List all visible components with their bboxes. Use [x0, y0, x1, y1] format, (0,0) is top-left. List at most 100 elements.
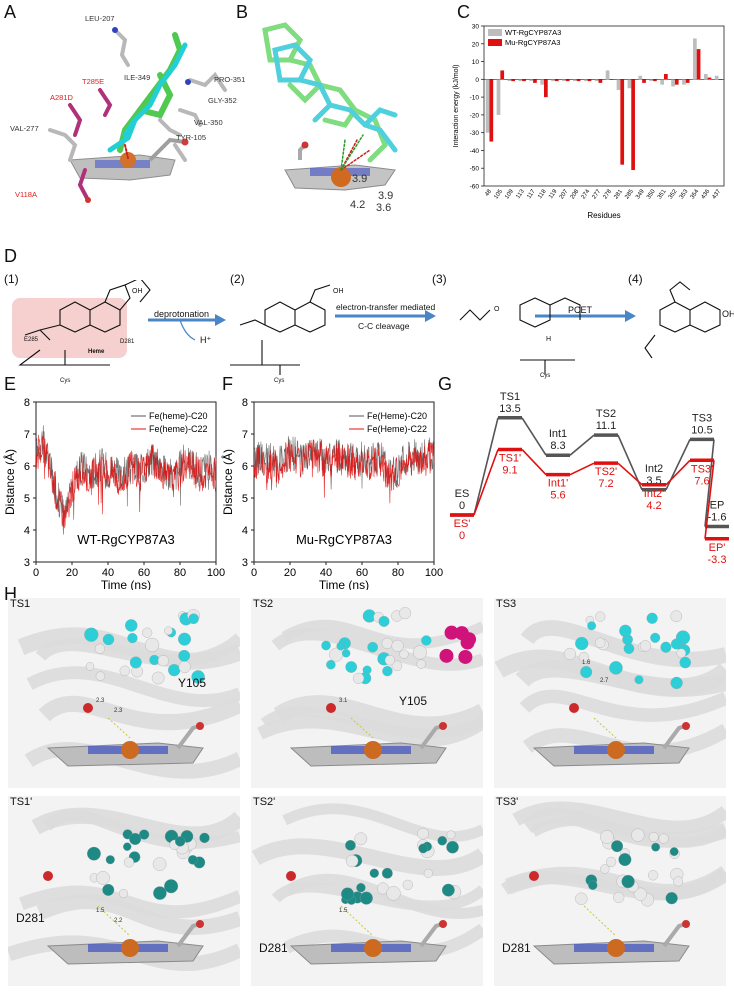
x-tick-label: 349	[635, 188, 646, 200]
panel-label-b: B	[236, 2, 249, 22]
substrate-atom	[399, 649, 409, 659]
x-tick-label: 80	[174, 567, 186, 579]
bar-mu	[544, 79, 548, 98]
substrate-atom	[144, 637, 160, 653]
ts-residue-label: Y105	[399, 694, 428, 708]
oxygen-atom	[529, 871, 539, 881]
ts-distance-label: 2.2	[114, 918, 123, 924]
panel-b-render	[262, 22, 398, 191]
bar-wt	[693, 38, 697, 80]
scheme-text-e285: E285	[24, 337, 39, 343]
y-tick-label: 8	[242, 397, 248, 409]
step-label-2: (2)	[230, 272, 245, 286]
residue-sticks	[48, 28, 227, 162]
ts-render	[251, 803, 483, 965]
bar-wt	[671, 79, 675, 87]
substrate-atom	[609, 661, 623, 675]
ts-render	[500, 801, 726, 965]
y-tick-label: 3	[24, 557, 30, 569]
substrate-atom	[600, 864, 610, 874]
state-name-label: TS3	[692, 412, 712, 424]
substrate-atom	[129, 832, 142, 845]
iron-atom	[121, 939, 139, 957]
substrate-atom	[660, 641, 672, 653]
substrate-atom	[359, 891, 373, 905]
substrate-atom	[87, 846, 101, 861]
bar-wt	[682, 79, 686, 85]
protein-ribbon	[273, 695, 483, 735]
bar-mu	[642, 79, 646, 83]
oxygen-atom	[43, 871, 53, 881]
state-name-label: ES	[455, 488, 470, 500]
x-tick-label: 437	[712, 188, 723, 200]
y-tick-label: 6	[24, 461, 30, 473]
substrate-atom	[670, 610, 683, 623]
substrate-atom	[437, 836, 447, 846]
legend-label: Fe(Heme)-C22	[367, 424, 427, 434]
heme-group	[69, 137, 189, 181]
substrate-atom	[178, 649, 191, 662]
state-connector-mu	[617, 462, 643, 486]
distance-dash	[97, 905, 131, 937]
substrate-atom	[157, 655, 169, 667]
panel-b-structure	[245, 10, 420, 210]
x-tick-label: 351	[657, 188, 668, 200]
protein-ribbon	[251, 838, 483, 877]
y-axis-label: Interaction energy (kJ/mol)	[453, 65, 460, 148]
substrate-atom	[336, 641, 346, 651]
panel-label-c: C	[457, 2, 470, 22]
substrate-atom	[369, 868, 379, 878]
substrate-atom	[633, 887, 647, 901]
scheme-text-cys-1: Cys	[60, 378, 71, 384]
y-tick-label: 3	[242, 557, 248, 569]
molecule-3	[459, 297, 581, 375]
state-name-label: ES'	[454, 518, 471, 530]
protein-ribbon	[35, 633, 240, 667]
substrate-atom	[84, 627, 99, 642]
substrate-b	[262, 22, 398, 171]
substrate-atom	[600, 830, 614, 844]
substrate-atom	[587, 621, 597, 631]
state-name-label: Int1'	[548, 478, 568, 490]
state-name-label: Int2'	[644, 488, 664, 500]
y-tick-label: 20	[472, 41, 480, 48]
substrate-atom	[95, 671, 106, 681]
residue-label-t285e: T285E	[82, 77, 105, 86]
ts-residue-label: Y105	[178, 676, 207, 690]
substrate-atom	[178, 660, 191, 673]
x-tick-label: 60	[356, 567, 368, 579]
step-label-1: (1)	[4, 272, 19, 286]
ts-distance-label: 2.3	[96, 698, 105, 704]
substrate-atom	[595, 611, 606, 622]
bar-mu	[576, 79, 581, 82]
distance-dash	[107, 717, 131, 739]
state-value-label: 9.1	[502, 464, 517, 476]
ts-distance-label: 3.1	[339, 698, 348, 704]
state-value-label: 5.6	[550, 490, 565, 502]
magenta-atom	[460, 635, 475, 650]
iron-atom	[607, 741, 625, 759]
bar-mu	[620, 79, 625, 165]
substrate-atom	[634, 675, 644, 685]
x-tick-label: 350	[646, 188, 657, 200]
state-value-label: 13.5	[499, 403, 520, 415]
state-connector-mu	[521, 448, 547, 476]
x-tick-label: 20	[66, 567, 78, 579]
residue-label-gly352: GLY-352	[208, 96, 237, 105]
substrate-atom	[153, 886, 167, 900]
protein-ribbon	[36, 894, 240, 935]
series-line-c22	[253, 439, 435, 504]
y-axis-label: Distance (Å)	[220, 449, 235, 515]
iron-atom	[364, 741, 382, 759]
panel-a-structure	[10, 10, 240, 210]
bar-wt	[660, 79, 664, 85]
oxygen-atom	[439, 920, 447, 928]
legend-swatch	[488, 39, 502, 46]
substrate-atom	[391, 660, 403, 672]
state-name-label: TS2'	[595, 466, 617, 478]
plot-frame	[483, 25, 725, 187]
scheme-text-cys-3: Cys	[540, 373, 551, 379]
bar-wt	[594, 79, 599, 82]
substrate-atom	[118, 888, 128, 899]
x-tick-label: 354	[690, 188, 701, 200]
